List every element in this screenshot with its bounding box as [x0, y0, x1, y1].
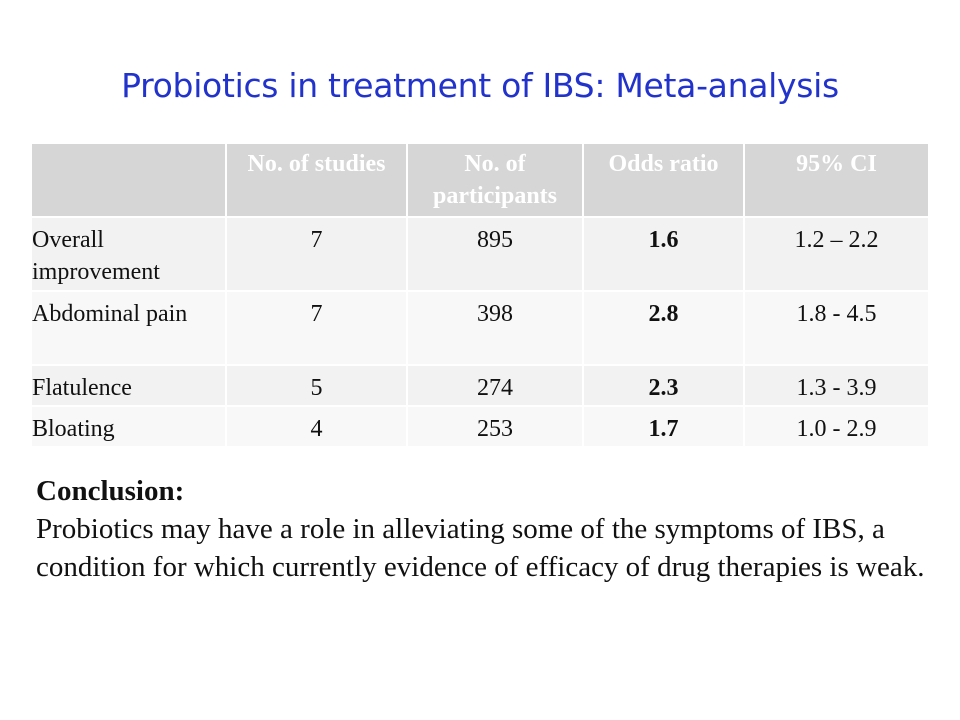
studies-cell: 5	[227, 364, 408, 405]
ci-cell: 1.0 - 2.9	[745, 405, 928, 446]
table-row: Flatulence 5 274 2.3 1.3 - 3.9	[32, 364, 928, 405]
studies-cell: 7	[227, 290, 408, 364]
conclusion-text: Probiotics may have a role in alleviatin…	[36, 513, 925, 583]
meta-analysis-table: No. of studies No. of participants Odds …	[32, 144, 928, 446]
participants-cell: 274	[408, 364, 584, 405]
odds-ratio-cell: 1.6	[584, 216, 745, 290]
participants-cell: 398	[408, 290, 584, 364]
conclusion-heading: Conclusion:	[36, 475, 185, 507]
ci-cell: 1.2 – 2.2	[745, 216, 928, 290]
participants-cell: 895	[408, 216, 584, 290]
header-cell-studies: No. of studies	[227, 144, 408, 216]
header-participants-text: No. of participants	[432, 151, 557, 209]
ci-cell: 1.3 - 3.9	[745, 364, 928, 405]
row-label: Bloating	[32, 405, 227, 446]
studies-cell: 7	[227, 216, 408, 290]
odds-ratio-cell: 1.7	[584, 405, 745, 446]
table-row: Overall improvement 7 895 1.6 1.2 – 2.2	[32, 216, 928, 290]
row-label: Flatulence	[32, 364, 227, 405]
table-row: Abdominal pain 7 398 2.8 1.8 - 4.5	[32, 290, 928, 364]
slide-title: Probiotics in treatment of IBS: Meta-ana…	[121, 66, 839, 105]
table-row: Bloating 4 253 1.7 1.0 - 2.9	[32, 405, 928, 446]
participants-cell: 253	[408, 405, 584, 446]
header-cell-ci: 95% CI	[745, 144, 928, 216]
conclusion-block: Conclusion: Probiotics may have a role i…	[36, 472, 936, 586]
studies-cell: 4	[227, 405, 408, 446]
row-label: Overall improvement	[32, 216, 227, 290]
table-header-row: No. of studies No. of participants Odds …	[32, 144, 928, 216]
odds-ratio-cell: 2.8	[584, 290, 745, 364]
header-cell-odds-ratio: Odds ratio	[584, 144, 745, 216]
odds-ratio-cell: 2.3	[584, 364, 745, 405]
row-label: Abdominal pain	[32, 290, 227, 364]
header-cell-empty	[32, 144, 227, 216]
header-cell-participants: No. of participants	[408, 144, 584, 216]
ci-cell: 1.8 - 4.5	[745, 290, 928, 364]
